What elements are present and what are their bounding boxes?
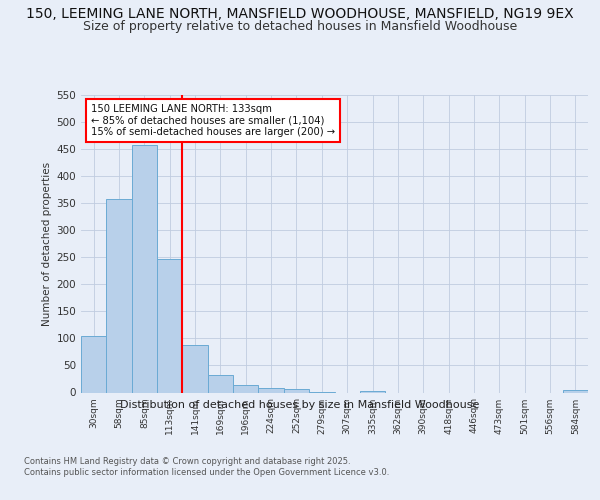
Bar bbox=[182, 345, 208, 393]
Bar bbox=[563, 390, 588, 392]
Bar bbox=[259, 388, 284, 392]
Text: 150, LEEMING LANE NORTH, MANSFIELD WOODHOUSE, MANSFIELD, NG19 9EX: 150, LEEMING LANE NORTH, MANSFIELD WOODH… bbox=[26, 8, 574, 22]
Text: Distribution of detached houses by size in Mansfield Woodhouse: Distribution of detached houses by size … bbox=[121, 400, 479, 410]
Bar bbox=[106, 200, 132, 392]
Y-axis label: Number of detached properties: Number of detached properties bbox=[42, 162, 52, 326]
Text: Contains HM Land Registry data © Crown copyright and database right 2025.
Contai: Contains HM Land Registry data © Crown c… bbox=[24, 458, 389, 477]
Bar bbox=[157, 259, 182, 392]
Bar bbox=[284, 390, 309, 392]
Bar bbox=[208, 375, 233, 392]
Bar bbox=[360, 391, 385, 392]
Bar bbox=[81, 336, 106, 392]
Bar bbox=[132, 146, 157, 392]
Text: Size of property relative to detached houses in Mansfield Woodhouse: Size of property relative to detached ho… bbox=[83, 20, 517, 33]
Bar bbox=[233, 385, 259, 392]
Text: 150 LEEMING LANE NORTH: 133sqm
← 85% of detached houses are smaller (1,104)
15% : 150 LEEMING LANE NORTH: 133sqm ← 85% of … bbox=[91, 104, 335, 137]
